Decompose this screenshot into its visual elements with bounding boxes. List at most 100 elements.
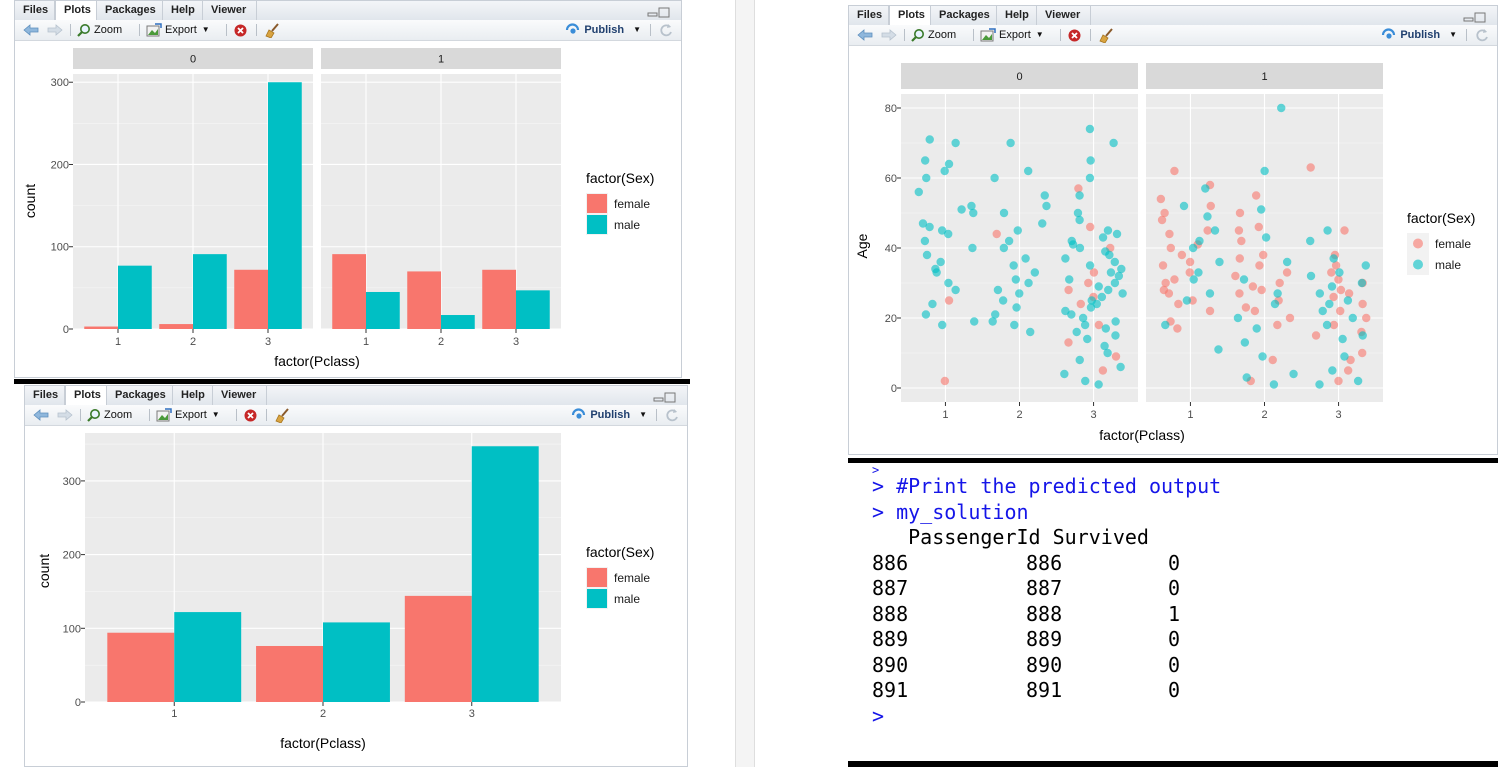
zoom-button[interactable]: Zoom (911, 25, 956, 45)
x-tick-label: 2 (320, 708, 326, 720)
point-male (1087, 296, 1096, 305)
refresh-button[interactable] (659, 20, 673, 40)
tab-help[interactable]: Help (163, 1, 203, 20)
minimize-maximize-icon[interactable] (647, 7, 671, 18)
publish-label: Publish (1400, 29, 1441, 41)
forward-arrow-icon[interactable] (47, 20, 63, 40)
export-button[interactable]: Export ▼ (980, 25, 1044, 45)
bar-male (441, 315, 475, 329)
tab-plots[interactable]: Plots (65, 386, 107, 406)
window-controls[interactable] (647, 5, 671, 18)
export-button[interactable]: Export ▼ (156, 405, 220, 425)
back-arrow-icon[interactable] (33, 405, 49, 425)
tab-help[interactable]: Help (173, 386, 213, 405)
zoom-button[interactable]: Zoom (87, 405, 132, 425)
toolbar-separator (656, 409, 657, 421)
x-tick-label: 2 (1016, 409, 1022, 421)
plot-area: 0 100 200 300 1 2 3 factor(Pclass) count factor(S… (25, 426, 687, 766)
remove-plot-button[interactable] (244, 405, 257, 425)
point-male (1024, 166, 1033, 176)
back-arrow-icon[interactable] (857, 25, 873, 45)
point-male (1109, 138, 1118, 148)
console-command: > #Print the predicted output (872, 474, 1222, 498)
remove-plot-button[interactable] (1068, 25, 1081, 45)
clear-all-button[interactable] (265, 20, 281, 40)
tab-viewer[interactable]: Viewer (213, 386, 267, 405)
refresh-button[interactable] (665, 405, 679, 425)
point-female (1336, 285, 1346, 295)
tab-files[interactable]: Files (849, 6, 889, 25)
point-female (1258, 250, 1268, 260)
point-male (1060, 369, 1069, 379)
publish-button[interactable]: Publish ▼ (565, 20, 641, 40)
point-male (936, 257, 945, 267)
point-male (1256, 205, 1266, 214)
forward-arrow-icon[interactable] (57, 405, 73, 425)
legend-title: factor(Sex) (586, 544, 654, 560)
point-male (1214, 345, 1223, 354)
point-female (1241, 303, 1251, 312)
window-controls[interactable] (653, 390, 677, 403)
tab-plots[interactable]: Plots (889, 6, 931, 26)
point-female (1255, 261, 1264, 270)
point-male (957, 205, 966, 214)
console-prompt[interactable]: > (872, 703, 885, 728)
point-male (922, 250, 932, 260)
clear-all-button[interactable] (275, 405, 291, 425)
point-male (938, 320, 947, 330)
chart-svg: 0 100 200 300 1 2 3 factor(Pclass) count factor(S… (36, 433, 654, 751)
point-male (1118, 289, 1127, 298)
point-male (1024, 278, 1033, 288)
point-female (1173, 324, 1182, 333)
point-male (1358, 331, 1367, 340)
table-row: 891 891 0 (872, 678, 1496, 704)
x-tick-label: 2 (190, 336, 196, 348)
tab-packages[interactable]: Packages (931, 6, 997, 25)
tab-files[interactable]: Files (15, 1, 55, 20)
tab-help[interactable]: Help (997, 6, 1037, 25)
publish-label: Publish (584, 24, 625, 36)
point-female (1248, 282, 1258, 291)
zoom-button[interactable]: Zoom (77, 20, 122, 40)
tab-viewer[interactable]: Viewer (203, 1, 257, 20)
window-controls[interactable] (1463, 10, 1487, 23)
publish-button[interactable]: Publish ▼ (571, 405, 647, 425)
toolbar-separator (226, 24, 227, 36)
export-button[interactable]: Export ▼ (146, 20, 210, 40)
back-arrow-icon[interactable] (23, 20, 39, 40)
point-male (1327, 282, 1337, 291)
magnifier-icon (911, 29, 924, 42)
point-female (944, 296, 954, 305)
point-male (1182, 296, 1192, 305)
tab-files[interactable]: Files (25, 386, 65, 405)
bar-female (107, 632, 175, 702)
point-male (920, 236, 930, 246)
point-male (944, 159, 954, 169)
tab-packages[interactable]: Packages (107, 386, 173, 405)
zoom-label: Zoom (104, 409, 133, 421)
splitter-bar[interactable] (735, 0, 755, 767)
minimize-maximize-icon[interactable] (1463, 12, 1487, 23)
plot-toolbar: Zoom Export ▼ Publish ▼ (849, 25, 1497, 46)
minimize-maximize-icon[interactable] (653, 392, 677, 403)
tab-packages[interactable]: Packages (97, 1, 163, 20)
tab-plots[interactable]: Plots (55, 1, 97, 21)
console-command: > my_solution (872, 499, 1029, 524)
point-female (1362, 313, 1371, 323)
y-axis-title: count (22, 184, 38, 218)
r-console[interactable]: > > #Print the predicted output > my_sol… (860, 466, 1496, 758)
clear-all-button[interactable] (1099, 25, 1115, 45)
tab-viewer[interactable]: Viewer (1037, 6, 1091, 25)
remove-plot-button[interactable] (234, 20, 247, 40)
forward-arrow-icon[interactable] (881, 25, 897, 45)
point-male (932, 268, 941, 277)
point-male (925, 135, 934, 144)
point-female (1344, 289, 1354, 298)
row-name: 888 (872, 601, 909, 626)
point-female (1235, 254, 1244, 263)
point-male (1273, 289, 1282, 298)
point-male (918, 219, 928, 228)
publish-button[interactable]: Publish ▼ (1381, 25, 1457, 45)
point-male (1086, 156, 1095, 165)
refresh-button[interactable] (1475, 25, 1489, 45)
